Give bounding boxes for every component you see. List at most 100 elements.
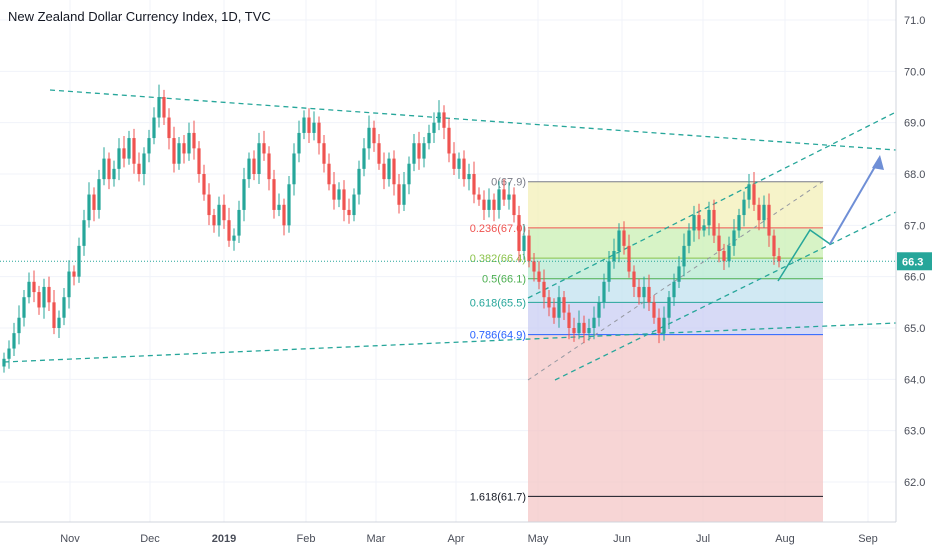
candle-body (487, 199, 491, 210)
candle-body (92, 194, 96, 210)
fib-level-label: 0.5(66.1) (482, 274, 526, 286)
current-price-label: 66.3 (902, 256, 923, 268)
candle-body (502, 189, 506, 200)
channel-lower-line (554, 211, 897, 381)
candle-body (732, 230, 736, 246)
projection-arrowhead (872, 155, 884, 170)
candle-body (762, 204, 766, 221)
candle-body (222, 204, 226, 221)
candle-body (507, 194, 511, 200)
fib-zone (528, 496, 823, 522)
chart-title: New Zealand Dollar Currency Index, 1D, T… (8, 9, 271, 24)
candle-body (567, 312, 571, 328)
candle-body (512, 194, 516, 216)
candle-body (2, 358, 6, 367)
candle-body (217, 204, 221, 226)
candle-body (52, 302, 56, 328)
candle-body (727, 245, 731, 262)
candle-body (87, 194, 91, 221)
x-tick-label: Aug (775, 533, 795, 545)
candle-body (147, 138, 151, 154)
candle-body (392, 158, 396, 185)
candle-body (197, 148, 201, 174)
candle-body (192, 132, 196, 149)
annotations (0, 155, 896, 282)
candle-body (647, 286, 651, 303)
candle-body (302, 117, 306, 133)
candle-body (657, 317, 661, 334)
candle-body (177, 143, 181, 164)
candle-body (527, 235, 531, 262)
channel-upper-line (527, 111, 897, 299)
candle-body (702, 225, 706, 231)
x-tick-label: May (528, 533, 549, 545)
candle-body (387, 158, 391, 180)
candle-body (677, 266, 681, 282)
candle-body (672, 281, 676, 298)
candle-body (237, 209, 241, 236)
candle-body (37, 292, 41, 308)
candle-body (287, 184, 291, 226)
projection-path (777, 228, 831, 282)
candle-body (717, 235, 721, 251)
candle-body (62, 297, 66, 318)
x-tick-label: Sep (858, 533, 878, 545)
candle-body (562, 297, 566, 313)
candle-body (367, 127, 371, 149)
x-tick-label: Jul (696, 533, 710, 545)
support-trendline (3, 322, 897, 363)
candle-body (712, 209, 716, 236)
candle-body (292, 153, 296, 185)
candle-body (327, 163, 331, 185)
candle-body (337, 189, 341, 200)
candle-body (27, 281, 31, 298)
current-price-badge (897, 252, 932, 271)
candle-body (382, 163, 386, 180)
candle-body (452, 153, 456, 169)
candle-body (7, 348, 11, 359)
candle-body (477, 194, 481, 200)
candle-body (42, 286, 46, 308)
y-tick-label: 69.0 (904, 118, 925, 130)
candle-body (612, 251, 616, 262)
fib-level-label: 0.236(67.0) (470, 223, 526, 235)
candle-body (47, 286, 51, 303)
candle-body (537, 271, 541, 282)
candle-body (282, 204, 286, 226)
x-tick-label: Nov (60, 533, 80, 545)
candle-body (247, 158, 251, 180)
y-tick-label: 63.0 (904, 426, 925, 438)
candle-body (187, 132, 191, 154)
y-tick-label: 67.0 (904, 220, 925, 232)
candle-body (252, 158, 256, 174)
candle-body (462, 158, 466, 180)
grid (0, 0, 896, 522)
candle-body (312, 122, 316, 133)
candle-body (162, 97, 166, 118)
candle-body (552, 307, 556, 318)
candle-body (227, 220, 231, 241)
candle-body (112, 168, 116, 180)
candle-body (777, 256, 781, 262)
channel-mid-line (527, 179, 826, 381)
resistance-trendline (49, 89, 897, 151)
candle-body (267, 153, 271, 180)
candle-body (637, 286, 641, 298)
candle-body (642, 286, 646, 298)
candle-body (402, 184, 406, 205)
candle-body (772, 235, 776, 257)
candle-body (447, 127, 451, 154)
y-tick-label: 70.0 (904, 66, 925, 78)
candle-body (542, 281, 546, 298)
candle-body (622, 230, 626, 246)
candle-body (597, 302, 601, 318)
candle-body (82, 220, 86, 246)
y-tick-label: 66.0 (904, 272, 925, 284)
candle-body (332, 184, 336, 200)
candle-body (607, 261, 611, 282)
candle-body (347, 209, 351, 216)
x-tick-label: Dec (140, 533, 160, 545)
candle-body (522, 235, 526, 251)
candle-body (72, 271, 76, 277)
candle-body (232, 235, 236, 241)
